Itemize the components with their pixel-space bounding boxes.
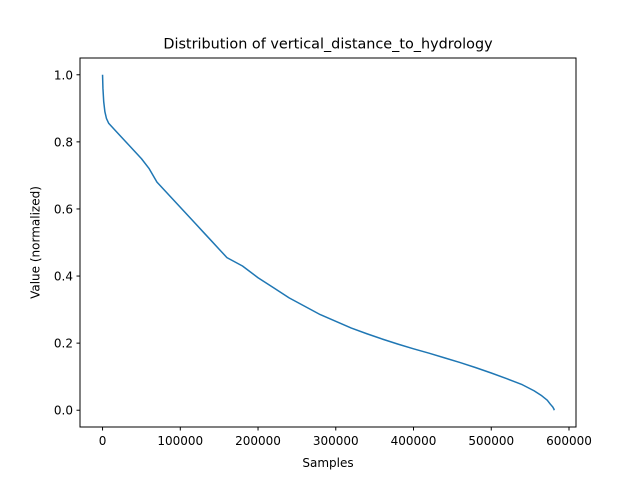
ticks-layer: 0 100000 200000 300000 400000 500000 600000 0.0… <box>54 68 592 448</box>
y-tick-label: 0.4 <box>54 270 73 284</box>
y-axis-label: Value (normalized) <box>29 186 43 299</box>
x-axis-label: Samples <box>302 456 353 470</box>
y-tick-label: 0.2 <box>54 337 73 351</box>
x-tick-label: 0 <box>99 434 107 448</box>
x-tick-label: 600000 <box>546 434 592 448</box>
chart-title: Distribution of vertical_distance_to_hyd… <box>163 37 493 53</box>
y-tick-label: 0.6 <box>54 202 73 216</box>
x-tick-label: 500000 <box>468 434 514 448</box>
x-tick-label: 300000 <box>313 434 359 448</box>
y-tick-label: 1.0 <box>54 68 73 82</box>
y-tick-label: 0.8 <box>54 135 73 149</box>
x-tick-label: 400000 <box>391 434 437 448</box>
plot-frame <box>79 57 577 428</box>
x-tick-label: 200000 <box>235 434 281 448</box>
x-tick-label: 100000 <box>157 434 203 448</box>
y-tick-label: 0.0 <box>54 404 73 418</box>
plot-area <box>80 58 576 427</box>
series-line <box>101 74 555 411</box>
series-layer <box>101 74 555 411</box>
